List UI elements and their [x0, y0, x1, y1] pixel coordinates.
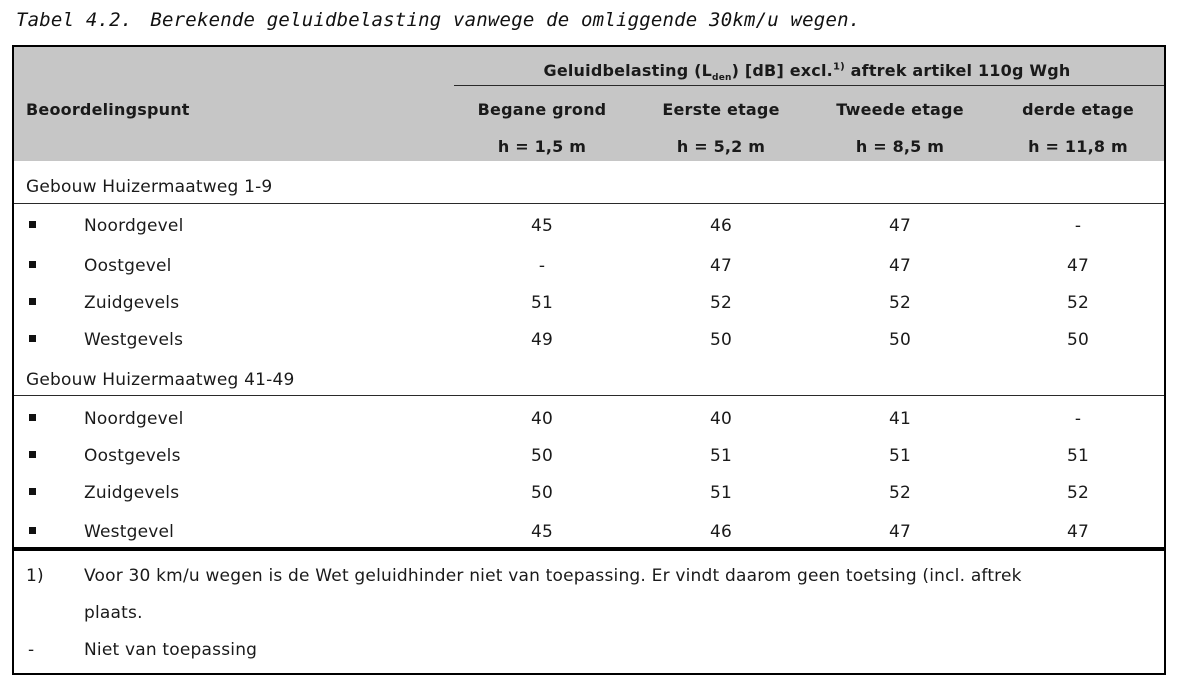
cell-value: 47: [1066, 256, 1090, 276]
cell-value: 51: [530, 293, 554, 313]
column-height-ground: h = 1,5 m: [497, 137, 587, 156]
cell-value: 50: [530, 483, 554, 503]
row-label: Westgevel: [84, 522, 175, 542]
row-bullet: [29, 298, 36, 305]
header-row-label: Beoordelingspunt: [26, 100, 190, 119]
noise-table: Geluidbelasting (Lden) [dB] excl.1) aftr…: [12, 45, 1166, 675]
group-title: Gebouw Huizermaatweg 41-49: [26, 370, 295, 390]
column-height-second: h = 8,5 m: [855, 137, 945, 156]
row-bullet: [29, 261, 36, 268]
cell-value: 47: [888, 216, 912, 236]
footnote-mark: -: [28, 640, 35, 660]
column-header-third: derde etage: [1022, 100, 1134, 119]
cell-value: 51: [709, 483, 733, 503]
cell-value: 52: [1066, 293, 1090, 313]
cell-value: 47: [1066, 522, 1090, 542]
header-group-label: Geluidbelasting (Lden) [dB] excl.1) aftr…: [543, 61, 1071, 84]
cell-value: 47: [888, 522, 912, 542]
table-header: Geluidbelasting (Lden) [dB] excl.1) aftr…: [14, 47, 1164, 161]
cell-value: 46: [709, 216, 733, 236]
cell-value: 50: [1066, 330, 1090, 350]
group-rule: [14, 395, 1164, 396]
cell-value: 40: [530, 409, 554, 429]
cell-value: 47: [888, 256, 912, 276]
column-height-third: h = 11,8 m: [1028, 137, 1128, 156]
header-group-rule: [454, 85, 1164, 86]
notes-divider: [14, 547, 1164, 551]
cell-value: 40: [709, 409, 733, 429]
group-rule: [14, 203, 1164, 204]
cell-value: 49: [530, 330, 554, 350]
row-bullet: [29, 335, 36, 342]
cell-value: -: [1074, 216, 1082, 236]
row-bullet: [29, 488, 36, 495]
cell-value: 50: [888, 330, 912, 350]
cell-value: 45: [530, 522, 554, 542]
footnote-text: Niet van toepassing: [84, 640, 258, 660]
cell-value: 52: [888, 293, 912, 313]
footnote-text: plaats.: [84, 603, 143, 623]
column-header-second: Tweede etage: [836, 100, 964, 119]
cell-value: -: [1074, 409, 1082, 429]
row-bullet: [29, 414, 36, 421]
footnote-text: Voor 30 km/u wegen is de Wet geluidhinde…: [84, 566, 1022, 586]
row-label: Oostgevel: [84, 256, 172, 276]
cell-value: 51: [888, 446, 912, 466]
cell-value: 52: [709, 293, 733, 313]
caption-title: Berekende geluidbelasting vanwege de oml…: [150, 9, 861, 31]
cell-value: 52: [1066, 483, 1090, 503]
row-label: Zuidgevels: [84, 293, 180, 313]
table-caption: Tabel 4.2. Berekende geluidbelasting vanw…: [16, 5, 860, 35]
row-label: Noordgevel: [84, 216, 184, 236]
row-label: Noordgevel: [84, 409, 184, 429]
row-label: Oostgevels: [84, 446, 181, 466]
cell-value: 50: [709, 330, 733, 350]
row-bullet: [29, 527, 36, 534]
row-label: Zuidgevels: [84, 483, 180, 503]
caption-number: Tabel 4.2.: [16, 9, 133, 31]
group-title: Gebouw Huizermaatweg 1-9: [26, 177, 273, 197]
cell-value: 47: [709, 256, 733, 276]
column-height-first: h = 5,2 m: [676, 137, 766, 156]
cell-value: 52: [888, 483, 912, 503]
cell-value: 51: [709, 446, 733, 466]
row-label: Westgevels: [84, 330, 184, 350]
footnote-mark: 1): [26, 566, 44, 586]
cell-value: -: [538, 256, 546, 276]
cell-value: 51: [1066, 446, 1090, 466]
column-header-ground: Begane grond: [477, 100, 607, 119]
row-bullet: [29, 451, 36, 458]
cell-value: 50: [530, 446, 554, 466]
cell-value: 46: [709, 522, 733, 542]
cell-value: 41: [888, 409, 912, 429]
cell-value: 45: [530, 216, 554, 236]
row-bullet: [29, 221, 36, 228]
column-header-first: Eerste etage: [662, 100, 780, 119]
